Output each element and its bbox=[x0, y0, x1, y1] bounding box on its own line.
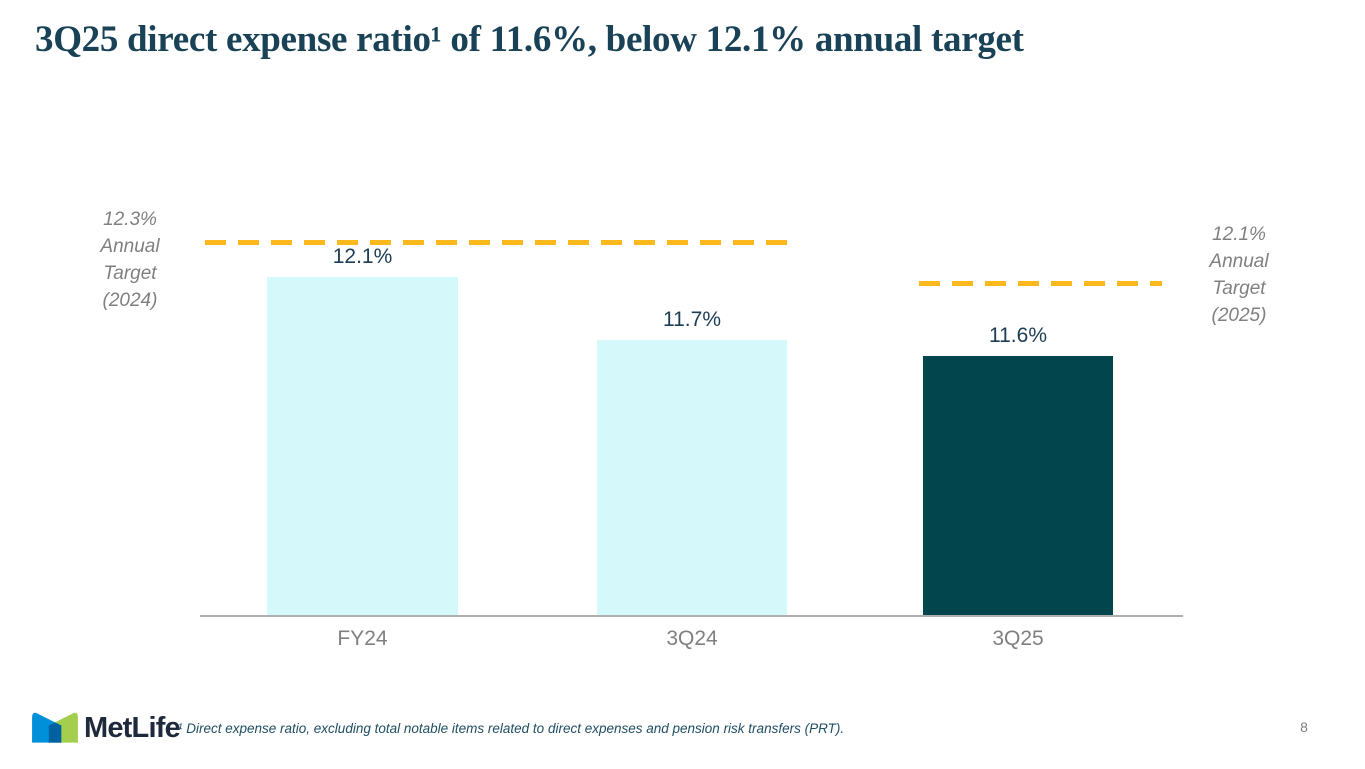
bar-group-3q24: 11.7% 3Q24 bbox=[597, 308, 787, 650]
x-axis-label-3q24: 3Q24 bbox=[666, 627, 718, 650]
bar-fy24 bbox=[267, 277, 458, 615]
bar-group-fy24: 12.1% FY24 bbox=[267, 245, 458, 650]
bar-value-label-3q25: 11.6% bbox=[989, 324, 1047, 347]
bar-3q24 bbox=[597, 340, 787, 615]
target-2025-annotation: 12.1% Annual Target (2025) bbox=[1169, 221, 1309, 329]
annotation-line: 12.3% bbox=[103, 209, 157, 230]
page-number: 8 bbox=[1300, 719, 1308, 735]
x-axis-label-fy24: FY24 bbox=[337, 627, 388, 650]
target-2024-dashed-line bbox=[205, 240, 797, 245]
target-2024-annotation: 12.3% Annual Target (2024) bbox=[60, 206, 200, 314]
annotation-line: Target bbox=[103, 263, 157, 284]
x-axis-label-3q25: 3Q25 bbox=[992, 627, 1044, 650]
annotation-line: (2024) bbox=[102, 290, 158, 311]
annotation-line: Annual bbox=[1209, 251, 1269, 272]
annotation-line: (2025) bbox=[1211, 305, 1267, 326]
slide-title: 3Q25 direct expense ratio¹ of 11.6%, bel… bbox=[35, 19, 1024, 60]
metlife-logo-icon bbox=[32, 712, 78, 743]
metlife-wordmark: MetLife bbox=[84, 712, 181, 744]
annotation-line: Annual bbox=[100, 236, 160, 257]
annotation-line: Target bbox=[1212, 278, 1266, 299]
bar-group-3q25: 11.6% 3Q25 bbox=[923, 324, 1113, 650]
x-axis-line bbox=[200, 615, 1183, 617]
annotation-line: 12.1% bbox=[1212, 224, 1266, 245]
bar-value-label-fy24: 12.1% bbox=[332, 245, 393, 268]
footnote: ¹ Direct expense ratio, excluding total … bbox=[178, 721, 845, 736]
bar-3q25 bbox=[923, 356, 1113, 615]
target-2025-dashed-line bbox=[919, 281, 1162, 286]
bar-value-label-3q24: 11.7% bbox=[663, 308, 721, 331]
